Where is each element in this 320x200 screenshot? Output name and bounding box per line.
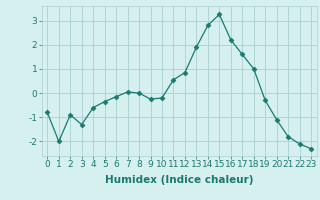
X-axis label: Humidex (Indice chaleur): Humidex (Indice chaleur): [105, 175, 253, 185]
